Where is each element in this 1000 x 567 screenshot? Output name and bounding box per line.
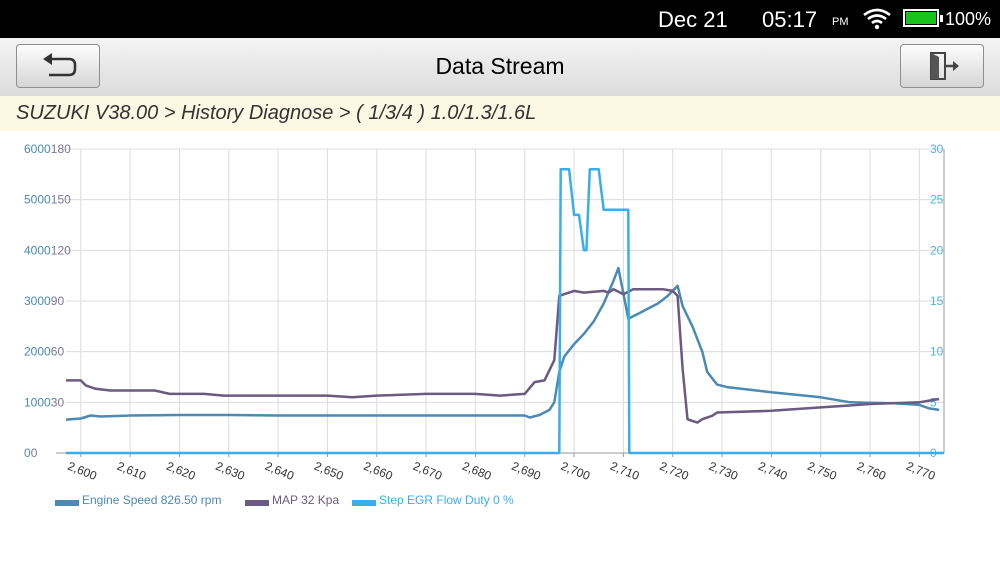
breadcrumb-text: SUZUKI V38.00 > History Diagnose > ( 1/3… — [16, 102, 537, 124]
y-tick-label-kpa: 30 — [51, 395, 65, 409]
y-tick-label-right: 20 — [930, 243, 944, 257]
back-arrow-icon — [43, 53, 77, 77]
legend-label-1: Engine Speed 826.50 rpm — [82, 493, 221, 507]
exit-button[interactable] — [900, 44, 984, 88]
page-title: Data Stream — [435, 53, 565, 79]
x-tick-label: 2,730 — [707, 459, 740, 483]
exit-door-icon — [930, 52, 959, 80]
series-line-1 — [65, 266, 940, 421]
y-tick-label-kpa: 150 — [51, 193, 71, 207]
legend-swatch-2 — [245, 500, 269, 506]
y-tick-label-rpm: 2000 — [24, 345, 51, 359]
x-tick-label: 2,670 — [411, 459, 444, 483]
wifi-icon — [862, 8, 892, 35]
x-tick-label: 2,680 — [460, 459, 493, 483]
legend-swatch-1 — [55, 500, 79, 506]
x-tick-label: 2,750 — [806, 459, 839, 483]
y-tick-label-kpa: 90 — [51, 294, 65, 308]
x-tick-label: 2,660 — [362, 459, 395, 483]
y-tick-label-rpm: 1000 — [24, 395, 51, 409]
y-tick-label-rpm: 3000 — [24, 294, 51, 308]
x-tick-label: 2,700 — [559, 459, 592, 483]
x-tick-label: 2,760 — [855, 459, 888, 483]
legend-label-3: Step EGR Flow Duty 0 % — [379, 493, 514, 507]
y-tick-label-kpa: 120 — [51, 243, 71, 257]
x-tick-label: 2,710 — [608, 459, 641, 483]
x-tick-label: 2,690 — [510, 459, 543, 483]
y-tick-label-right: 25 — [930, 193, 944, 207]
x-tick-label: 2,640 — [263, 459, 296, 483]
x-tick-label: 2,720 — [658, 459, 691, 483]
status-bar: Dec 21 05:17 PM 100% — [0, 0, 1000, 38]
x-tick-label: 2,630 — [214, 459, 247, 483]
y-tick-label-rpm: 5000 — [24, 193, 51, 207]
status-time: 05:17 — [762, 7, 818, 32]
y-tick-label-kpa: 60 — [51, 345, 65, 359]
title-bar: Data Stream — [0, 38, 1000, 97]
y-tick-label-rpm: 4000 — [24, 243, 51, 257]
x-tick-label: 2,740 — [756, 459, 789, 483]
x-tick-label: 2,650 — [312, 459, 345, 483]
x-tick-label: 2,770 — [904, 459, 937, 483]
battery-icon — [903, 9, 943, 27]
series-line-2 — [66, 287, 940, 424]
status-date: Dec 21 — [658, 7, 728, 32]
series-line-3 — [66, 168, 944, 455]
y-tick-label-right: 5 — [930, 395, 937, 409]
y-tick-label-rpm: 6000 — [24, 142, 51, 156]
x-tick-label: 2,600 — [66, 459, 99, 483]
y-tick-label-right: 30 — [930, 142, 944, 156]
y-tick-label-kpa: 0 — [31, 446, 38, 460]
y-tick-label-right: 10 — [930, 345, 944, 359]
data-stream-chart[interactable]: 0 0 0 1000 30 5 2000 60 10 3000 90 15 4000 120 20 5000 1… — [0, 131, 1000, 562]
x-tick-label: 2,620 — [164, 459, 197, 483]
y-tick-label-rpm: 0 — [24, 446, 31, 460]
legend-label-2: MAP 32 Kpa — [272, 493, 339, 507]
back-button[interactable] — [16, 44, 100, 88]
status-ampm: PM — [832, 16, 849, 28]
legend-swatch-3 — [352, 500, 376, 506]
y-tick-label-right: 15 — [930, 294, 944, 308]
x-tick-label: 2,610 — [115, 459, 148, 483]
breadcrumb: SUZUKI V38.00 > History Diagnose > ( 1/3… — [0, 96, 1000, 131]
battery-percent: 100% — [945, 9, 992, 29]
y-tick-label-kpa: 180 — [51, 142, 71, 156]
